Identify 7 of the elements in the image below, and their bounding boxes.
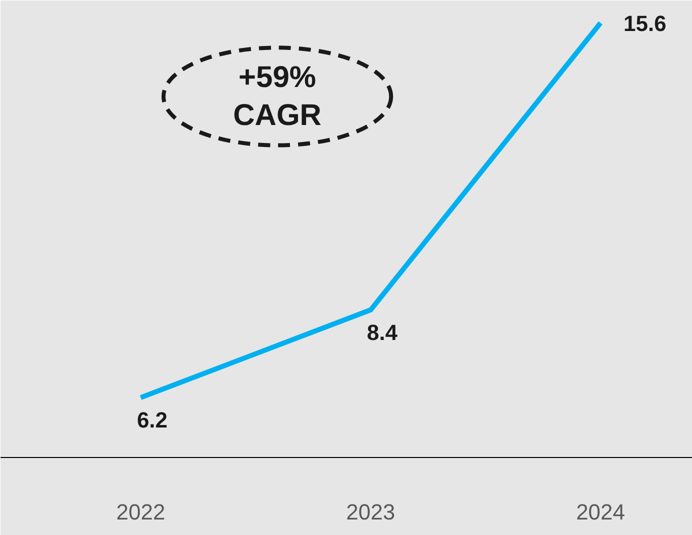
annotation: +59% CAGR — [233, 60, 322, 132]
data-label: 6.2 — [136, 407, 168, 432]
data-label: 8.4 — [366, 320, 398, 345]
x-tick-label: 2024 — [576, 500, 626, 524]
x-tick-label: 2022 — [116, 500, 166, 524]
x-tick-label: 2023 — [346, 500, 396, 524]
data-label: 15.6 — [624, 10, 666, 36]
